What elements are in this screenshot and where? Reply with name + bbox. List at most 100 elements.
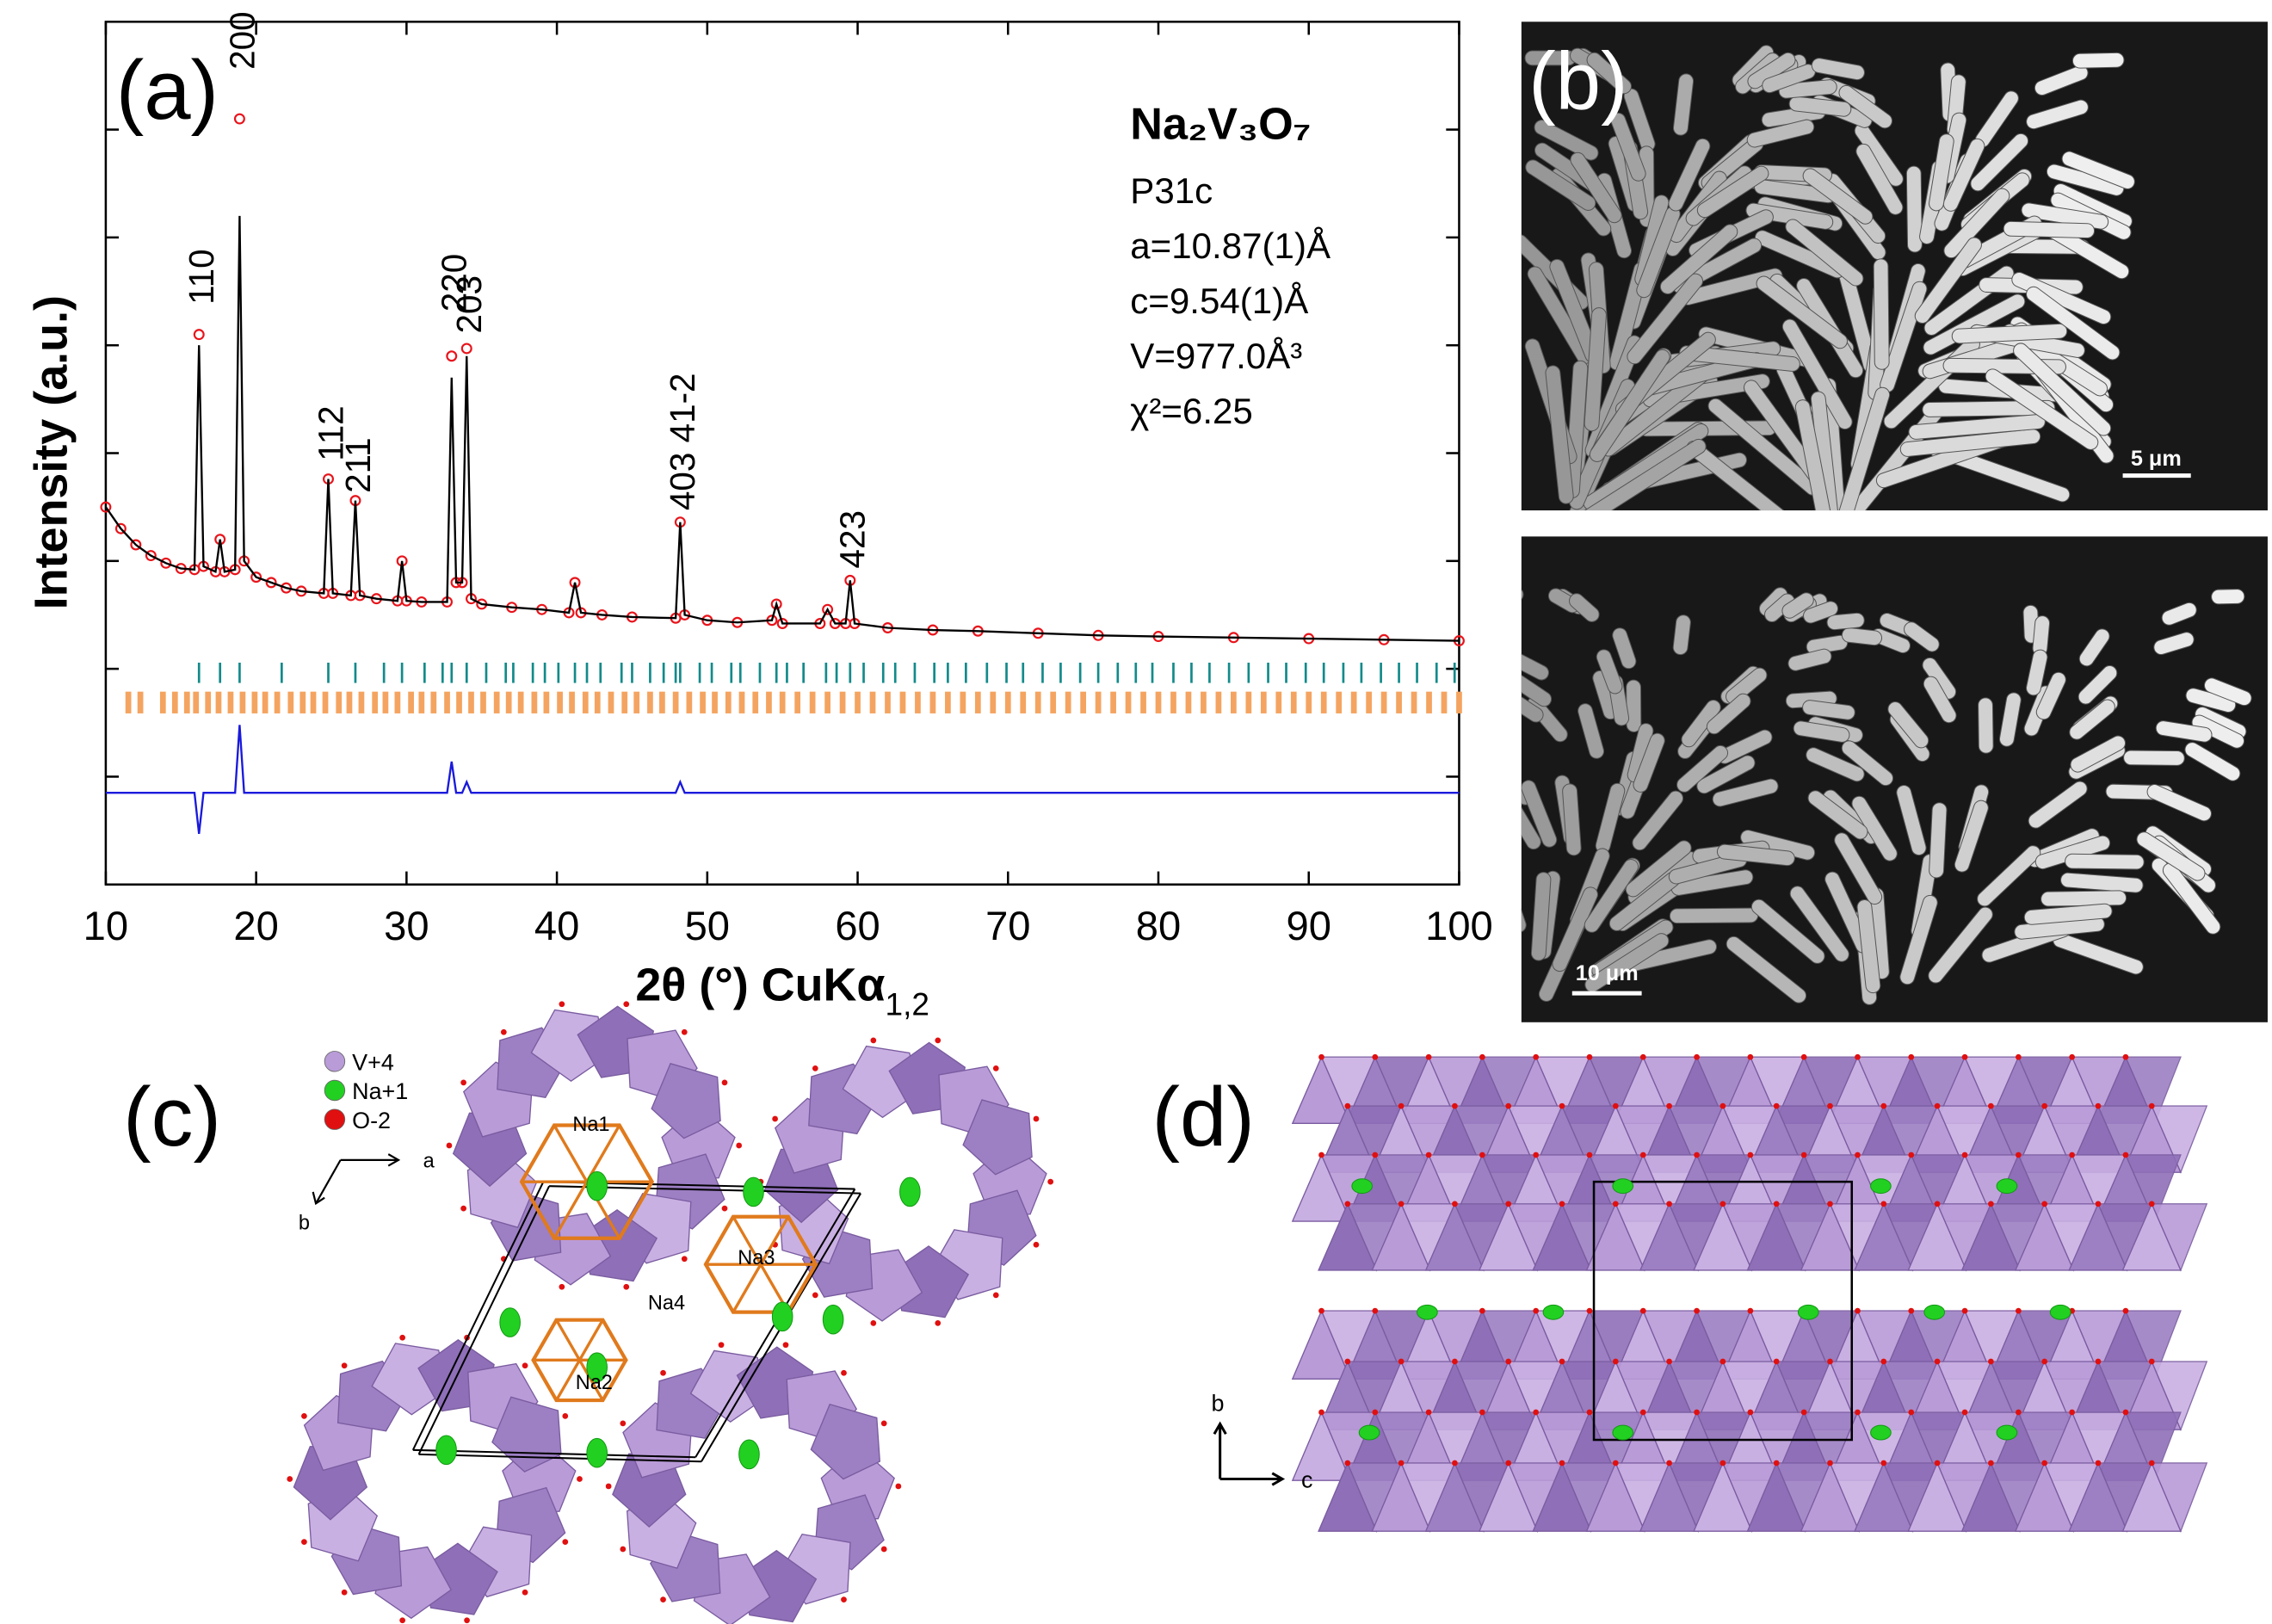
oxygen [895, 1483, 902, 1490]
oxygen [1988, 1102, 1994, 1109]
oxygen [880, 1420, 887, 1427]
calculated-line [104, 215, 1460, 642]
peak-label: 423 [833, 510, 873, 568]
sem-rod [1668, 138, 1711, 212]
legend-label: V+4 [352, 1049, 394, 1075]
sem-rod [2203, 677, 2252, 707]
oxygen [660, 1596, 666, 1603]
oxygen [2095, 1460, 2102, 1467]
site-label: Na4 [648, 1291, 685, 1313]
oxygen [1908, 1152, 1915, 1158]
oxygen [812, 1065, 818, 1071]
oxygen [1372, 1152, 1379, 1158]
sem-rod [1834, 832, 1883, 905]
sem-rod [1806, 747, 1865, 782]
legend-marker [324, 1108, 346, 1130]
sem-rod [1521, 651, 1549, 681]
site-label: Na1 [572, 1113, 609, 1135]
oxygen [1961, 1409, 1968, 1416]
sem-rod [1841, 627, 1883, 646]
sem-rod [1626, 679, 1642, 732]
x-axis-label-main: 2θ (°) CuKα [635, 960, 885, 1011]
oxygen [460, 1079, 466, 1086]
oxygen [736, 1142, 743, 1149]
formula: Na₂V₃O₇ [1130, 100, 1311, 150]
sem-rod [1633, 732, 1665, 793]
oxygen [1372, 1409, 1379, 1416]
oxygen [1586, 1152, 1593, 1158]
oxygen [1747, 1307, 1754, 1314]
sodium [1996, 1178, 2018, 1195]
sem-rod [2070, 735, 2127, 773]
panel-label: (a) [116, 43, 219, 137]
info-line: a=10.87(1)Å [1130, 225, 1330, 266]
oxygen [1372, 1307, 1379, 1314]
oxygen [1934, 1460, 1941, 1467]
peak-label: 220 [435, 254, 474, 312]
polyhedron [2151, 1462, 2208, 1533]
peak-label: 200 [222, 11, 262, 69]
oxygen [1505, 1460, 1512, 1467]
sem-rod [1562, 783, 1582, 856]
sem-rod [2060, 872, 2144, 893]
oxygen [1694, 1152, 1700, 1158]
sem-rod [1610, 112, 1646, 182]
oxygen [1344, 1460, 1351, 1467]
peak-label: 112 [311, 405, 350, 460]
sem-rod [1676, 744, 1729, 793]
oxygen [464, 1617, 470, 1624]
oxygen [1033, 1241, 1040, 1248]
polyhedron [2151, 1361, 2208, 1432]
oxygen [1586, 1409, 1593, 1416]
oxygen [1773, 1358, 1780, 1365]
oxygen [681, 1028, 688, 1035]
sem-rod [1589, 349, 1670, 462]
sem-rod [1923, 676, 1957, 724]
oxygen [1961, 1152, 1968, 1158]
oxygen [1533, 1307, 1540, 1314]
observed-point [446, 350, 458, 362]
oxygen [721, 1079, 728, 1086]
oxygen [1033, 1115, 1040, 1122]
oxygen [1452, 1201, 1458, 1207]
oxygen [772, 1115, 778, 1122]
oxygen [1827, 1102, 1833, 1109]
cell-edge [411, 1181, 545, 1451]
sem-rod [1627, 273, 1704, 365]
sem-rod [1789, 886, 1849, 962]
sem-rod [1929, 802, 1948, 879]
oxygen [1988, 1358, 1994, 1365]
oxygen [1827, 1460, 1833, 1467]
sem-rod [1521, 785, 1541, 850]
oxygen [1747, 1152, 1754, 1158]
sem-rod [1726, 667, 1768, 705]
x-axis-label: 2θ (°) CuKα1,2 [635, 960, 929, 1022]
oxygen [562, 1413, 569, 1419]
oxygen [1800, 1053, 1807, 1060]
peak-label: 211 [338, 437, 378, 492]
na-cage [555, 1318, 604, 1401]
sem-rod [2211, 589, 2245, 605]
oxygen [721, 1205, 728, 1212]
sodium [2049, 1304, 2071, 1320]
oxygen [1747, 1409, 1754, 1416]
sem-rod [1584, 933, 1670, 993]
sem-rod [1584, 307, 1607, 432]
oxygen [559, 1283, 565, 1290]
oxygen [1612, 1460, 1619, 1467]
sem-rod [2028, 781, 2088, 829]
oxygen [620, 1546, 627, 1553]
oxygen [935, 1320, 942, 1326]
oxygen [1318, 1152, 1324, 1158]
sem-rod [2184, 742, 2241, 781]
oxygen [1318, 1409, 1324, 1416]
oxygen [2148, 1358, 2155, 1365]
info-line: c=9.54(1)Å [1130, 281, 1308, 321]
oxygen [623, 1283, 630, 1290]
panel-label: (d) [1152, 1070, 1255, 1164]
oxygen [1479, 1152, 1485, 1158]
oxygen [1666, 1460, 1672, 1467]
oxygen [460, 1205, 466, 1212]
oxygen [2015, 1053, 2022, 1060]
